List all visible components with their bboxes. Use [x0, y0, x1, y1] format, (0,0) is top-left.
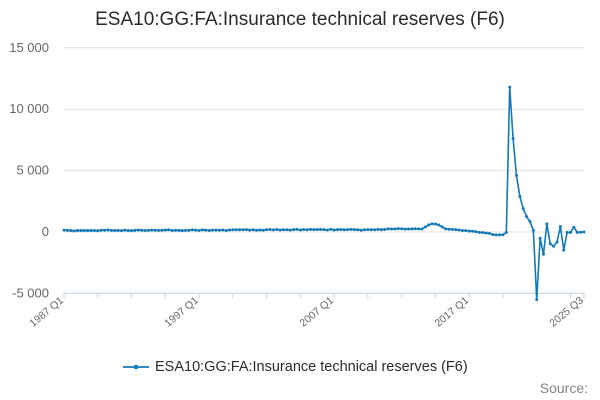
svg-text:0: 0: [42, 224, 49, 239]
svg-text:2017 Q1: 2017 Q1: [433, 294, 472, 329]
svg-text:-5 000: -5 000: [12, 285, 49, 300]
svg-text:15 000: 15 000: [9, 40, 49, 55]
svg-text:2025 Q3: 2025 Q3: [547, 294, 586, 329]
svg-text:5 000: 5 000: [16, 163, 49, 178]
svg-text:2007 Q1: 2007 Q1: [297, 294, 336, 329]
svg-text:10 000: 10 000: [9, 101, 49, 116]
svg-text:1997 Q1: 1997 Q1: [162, 294, 201, 329]
